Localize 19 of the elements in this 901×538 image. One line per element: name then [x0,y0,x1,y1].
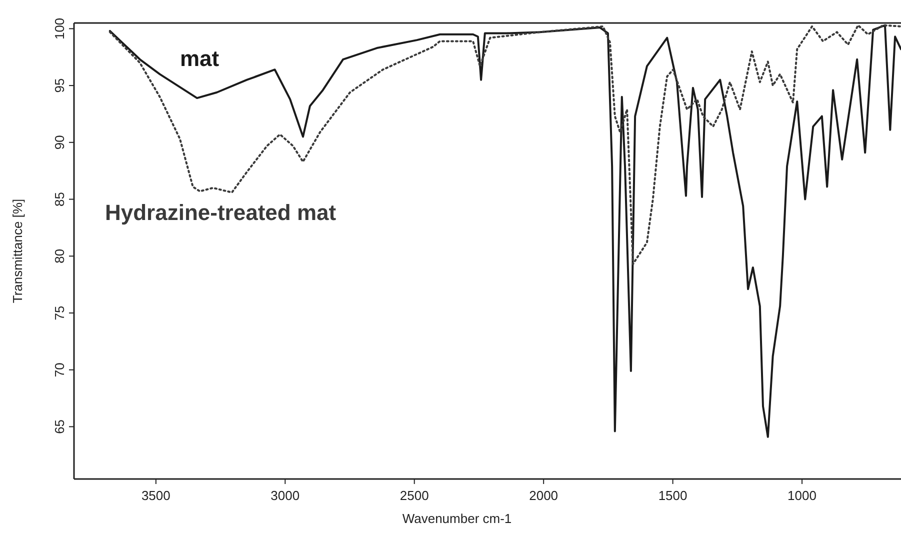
y-tick-label: 95 [52,78,67,93]
y-tick-label: 65 [52,419,67,434]
y-tick-label: 90 [52,135,67,150]
y-tick-label: 70 [52,362,67,378]
y-tick-label: 80 [52,248,67,264]
series-label: Hydrazine-treated mat [105,200,337,225]
line-series [108,24,901,266]
x-tick-label: 1500 [658,488,688,503]
y-tick-label: 100 [52,18,67,40]
series-label: mat [180,46,220,71]
y-tick-label: 75 [52,306,67,320]
x-tick-label: 3000 [270,488,300,503]
y-tick-label: 85 [52,192,67,206]
y-axis-title: Transmittance [%] [10,198,25,304]
x-axis-title: Wavenumber cm-1 [402,511,512,526]
x-tick-label: 2000 [529,488,558,503]
x-tick-label: 3500 [141,488,170,503]
x-tick-label: 1000 [788,488,816,503]
x-tick-label: 2500 [400,488,429,503]
